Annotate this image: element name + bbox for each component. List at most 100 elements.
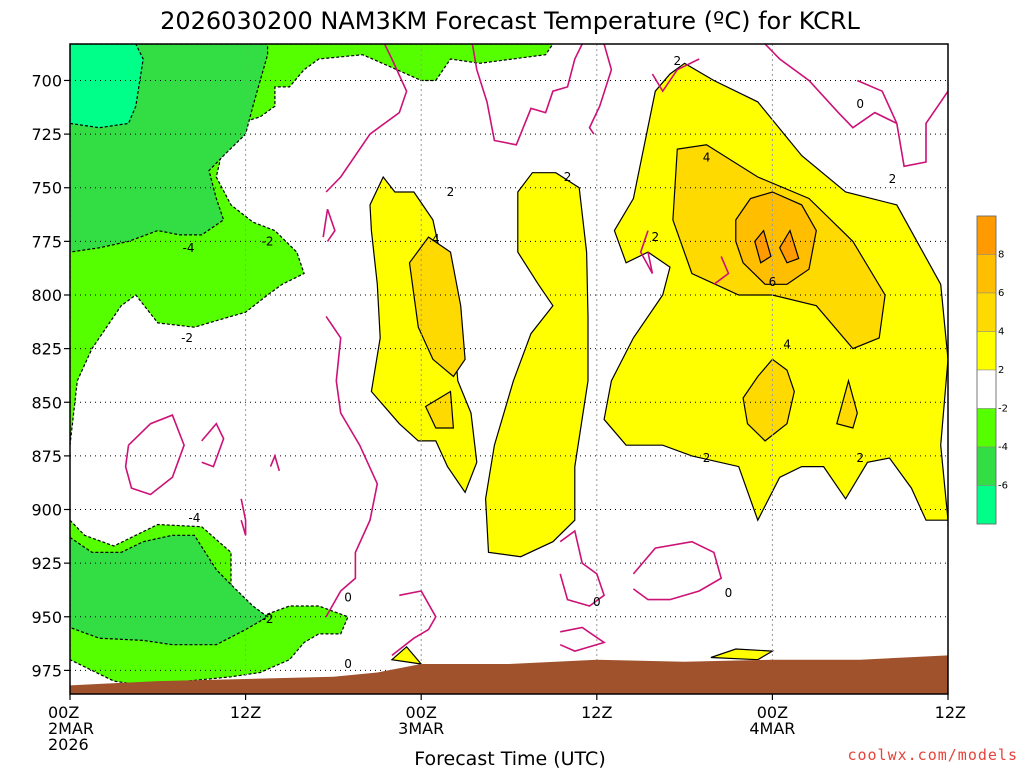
- contour-label-11: -2: [181, 331, 193, 345]
- zero-contours: [124, 44, 948, 657]
- chart-title: 2026030200 NAM3KM Forecast Temperature (…: [160, 7, 860, 35]
- zero-contour-5: [856, 79, 898, 124]
- y-tick-label-700: 700: [31, 71, 62, 90]
- zero-contour-14: [632, 540, 723, 601]
- legend-frame: [976, 215, 997, 525]
- zero-contour-12: [391, 590, 437, 657]
- y-tick-label-750: 750: [31, 179, 62, 198]
- temp-region-4-8: [742, 358, 795, 442]
- legend-label-1: 6: [998, 288, 1004, 299]
- legend-box-3: [976, 331, 997, 371]
- contour-label-10: 6: [769, 275, 777, 289]
- contour-label-5: 2: [889, 172, 897, 186]
- x-tick-line: 00Z: [757, 703, 788, 722]
- legend-label-6: -6: [998, 481, 1008, 492]
- temp-region-2-1: [484, 172, 589, 558]
- y-tick-label-875: 875: [31, 447, 62, 466]
- contour-labels: 2 0 4 2 2 2 -4 -2 4 2 6 -2 4 2 2 -4 0 0 0 -2 0: [181, 54, 896, 671]
- x-tick-line: 2026: [48, 735, 89, 754]
- zero-contour-0: [471, 44, 583, 146]
- contour-label-12: 4: [783, 337, 791, 351]
- temp-region-4-9: [836, 378, 858, 429]
- zero-contour-13: [559, 529, 606, 607]
- temp-region-minus4-17: [70, 534, 269, 646]
- contour-label-4: 2: [447, 185, 455, 199]
- y-tick-label-925: 925: [31, 554, 62, 573]
- temp-region-8-12: [779, 229, 800, 264]
- contour-label-9: 2: [652, 230, 660, 244]
- temp-region-minus6-16: [70, 44, 144, 129]
- color-legend: 8 6 4 2 -2 -4 -6: [976, 215, 1008, 525]
- legend-box-6: [976, 446, 997, 486]
- y-tick-label-775: 775: [31, 232, 62, 251]
- zero-contour-16: [639, 230, 654, 274]
- zero-contour-4: [764, 44, 948, 168]
- legend-label-0: 8: [998, 250, 1004, 261]
- contour-label-0: 2: [673, 54, 681, 68]
- contour-label-20: 0: [344, 657, 352, 671]
- legend-box-4: [976, 369, 997, 409]
- contour-label-1: 0: [856, 97, 864, 111]
- x-axis-label: Forecast Time (UTC): [414, 748, 605, 768]
- contour-label-6: -4: [183, 241, 195, 255]
- legend-box-0: [976, 215, 997, 255]
- x-tick-line: 12Z: [230, 703, 261, 722]
- x-tick-label-0: 00Z 2MAR 2026: [48, 703, 94, 754]
- zero-contour-7: [325, 315, 379, 618]
- zero-contour-11: [240, 498, 247, 536]
- x-tick-label-5: 12Z: [935, 703, 966, 722]
- zero-contour-8: [124, 414, 185, 496]
- y-tick-label-825: 825: [31, 340, 62, 359]
- contour-label-17: 0: [593, 595, 601, 609]
- y-axis-ticks: 700 725 750 775 800 825 850 875 900 925 950 975: [31, 71, 70, 680]
- zero-contour-9: [201, 422, 225, 468]
- temp-region-2-3: [390, 645, 423, 665]
- temperature-fills: [70, 44, 948, 687]
- temp-region-4-5: [408, 236, 466, 378]
- legend-label-5: -4: [998, 442, 1008, 453]
- x-tick-label-3: 12Z: [581, 703, 612, 722]
- credit-text[interactable]: coolwx.com/models: [847, 746, 1018, 764]
- contour-label-19: -2: [262, 612, 274, 626]
- zero-contour-6: [322, 208, 336, 242]
- contour-label-7: -2: [262, 234, 274, 248]
- plot-area: 2 0 4 2 2 2 -4 -2 4 2 6 -2 4 2 2 -4 0 0 0 -2 0: [70, 44, 948, 694]
- y-tick-label-950: 950: [31, 608, 62, 627]
- temp-region-6-10: [735, 191, 817, 285]
- legend-box-5: [976, 408, 997, 448]
- y-tick-label-800: 800: [31, 286, 62, 305]
- contour-label-14: 2: [856, 451, 864, 465]
- x-tick-line: 12Z: [581, 703, 612, 722]
- legend-label-4: -2: [998, 404, 1008, 415]
- zero-contour-2: [588, 44, 613, 135]
- y-tick-label-975: 975: [31, 661, 62, 680]
- contour-label-2: 4: [703, 151, 711, 165]
- temp-region-2-4: [710, 648, 775, 661]
- contour-label-18: 0: [725, 586, 733, 600]
- contour-label-13: 2: [703, 451, 711, 465]
- x-tick-line: 3MAR: [398, 719, 444, 738]
- zero-contour-10: [269, 453, 281, 472]
- contour-label-15: -4: [188, 511, 200, 525]
- legend-box-2: [976, 292, 997, 332]
- x-tick-line: 00Z: [48, 703, 79, 722]
- legend-label-3: 2: [998, 365, 1004, 376]
- temp-region-8-11: [754, 229, 772, 264]
- x-tick-label-2: 00Z 3MAR: [398, 703, 444, 738]
- y-tick-label-900: 900: [31, 501, 62, 520]
- x-tick-line: 2MAR: [48, 719, 94, 738]
- x-tick-line: 12Z: [935, 703, 966, 722]
- y-tick-label-725: 725: [31, 125, 62, 144]
- ground-terrain: [70, 655, 948, 694]
- legend-box-7: [976, 485, 997, 525]
- contour-label-3: 2: [564, 170, 572, 184]
- zero-contour-17: [713, 256, 730, 285]
- zero-contour-1: [325, 44, 408, 193]
- x-tick-line: 00Z: [406, 703, 437, 722]
- zero-contour-3: [651, 58, 700, 93]
- temp-region-4-6: [424, 390, 455, 429]
- x-tick-line: 4MAR: [749, 719, 795, 738]
- plot-frame: [69, 43, 949, 695]
